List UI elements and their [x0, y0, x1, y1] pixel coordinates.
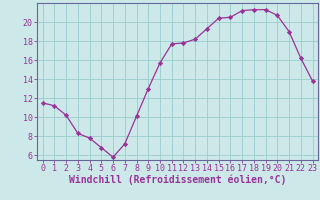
X-axis label: Windchill (Refroidissement éolien,°C): Windchill (Refroidissement éolien,°C) [69, 175, 286, 185]
